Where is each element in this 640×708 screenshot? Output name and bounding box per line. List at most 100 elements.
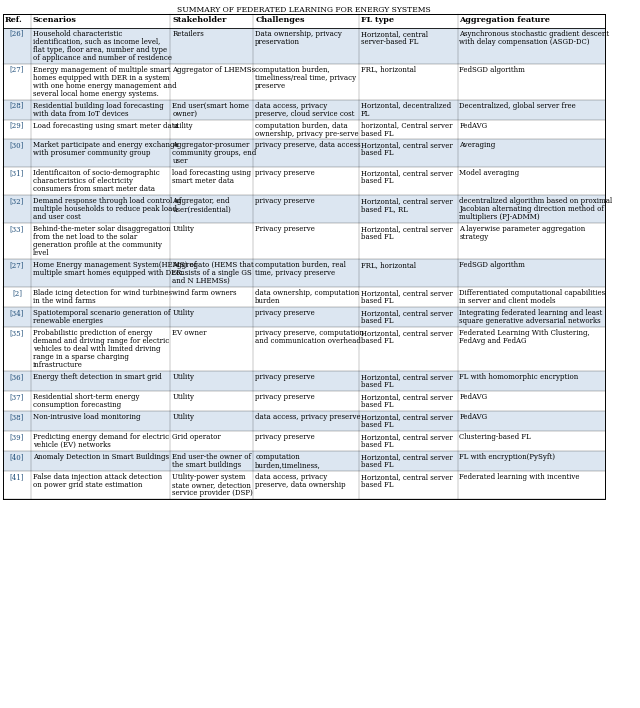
Text: Utility: Utility (172, 309, 195, 317)
Bar (3, 327, 605, 371)
Text: in server and client models: in server and client models (460, 297, 556, 305)
Text: vehicle (EV) networks: vehicle (EV) networks (33, 441, 111, 449)
Text: smart meter data: smart meter data (172, 178, 234, 185)
Text: Decentralized, global server free: Decentralized, global server free (460, 101, 576, 110)
Text: server-based FL: server-based FL (360, 38, 418, 45)
Text: Horizontal, central server: Horizontal, central server (360, 329, 452, 337)
Bar (3, 224, 605, 259)
Text: based FL: based FL (360, 441, 393, 449)
Text: infrastructure: infrastructure (33, 361, 83, 369)
Bar (3, 28, 605, 64)
Bar (3, 259, 605, 287)
Text: Identificaiton of socio-demographic: Identificaiton of socio-demographic (33, 169, 160, 178)
Text: decentralized algorithm based on proximal: decentralized algorithm based on proxima… (460, 198, 612, 205)
Text: data ownership, computation: data ownership, computation (255, 290, 360, 297)
Text: Aggregator of LHEMSs: Aggregator of LHEMSs (172, 66, 255, 74)
Text: preserve: preserve (255, 81, 286, 90)
Text: [26]: [26] (10, 30, 24, 38)
Text: Home Energy management System(HEMS) of: Home Energy management System(HEMS) of (33, 261, 196, 269)
Text: multiple households to reduce peak load: multiple households to reduce peak load (33, 205, 177, 213)
Text: strategy: strategy (460, 234, 489, 241)
Text: Federated Learning With Clustering,: Federated Learning With Clustering, (460, 329, 590, 337)
Text: Horizontal, central server: Horizontal, central server (360, 142, 452, 149)
Text: Non-intrusive load monitoring: Non-intrusive load monitoring (33, 413, 141, 421)
Text: Residential short-term energy: Residential short-term energy (33, 393, 140, 401)
Text: FL type: FL type (360, 16, 394, 24)
Text: Aggregato (HEMS that: Aggregato (HEMS that (172, 261, 254, 269)
Text: Data ownership, privacy: Data ownership, privacy (255, 30, 342, 38)
Text: based FL: based FL (360, 461, 393, 469)
Text: FedAVG: FedAVG (460, 122, 488, 130)
Text: Clustering-based FL: Clustering-based FL (460, 433, 531, 441)
Text: data access, privacy: data access, privacy (255, 101, 328, 110)
Text: computation burden, real: computation burden, real (255, 261, 346, 269)
Bar (3, 411, 605, 431)
Text: [36]: [36] (10, 373, 24, 381)
Text: utility: utility (172, 122, 193, 130)
Text: Asynchronous stochastic gradient descent: Asynchronous stochastic gradient descent (460, 30, 609, 38)
Text: vehicles to deal with limited driving: vehicles to deal with limited driving (33, 346, 161, 353)
Text: load forecasting using: load forecasting using (172, 169, 252, 178)
Text: several local home energy systems.: several local home energy systems. (33, 90, 159, 98)
Text: FedSGD algorithm: FedSGD algorithm (460, 66, 525, 74)
Text: service provider (DSP): service provider (DSP) (172, 489, 253, 497)
Text: [32]: [32] (10, 198, 24, 205)
Text: preserve, cloud service cost: preserve, cloud service cost (255, 110, 355, 118)
Text: based FL: based FL (360, 149, 393, 157)
Text: preserve, data ownership: preserve, data ownership (255, 481, 346, 489)
Text: Aggregation feature: Aggregation feature (460, 16, 550, 24)
Text: privacy preserve, data access: privacy preserve, data access (255, 142, 361, 149)
Text: characteristics of electricity: characteristics of electricity (33, 178, 133, 185)
Bar (3, 391, 605, 411)
Text: based FL: based FL (360, 381, 393, 389)
Bar (3, 64, 605, 100)
Text: burden: burden (255, 297, 281, 305)
Text: user(residential): user(residential) (172, 205, 231, 213)
Text: [40]: [40] (10, 453, 24, 461)
Text: Residential building load forecasting: Residential building load forecasting (33, 101, 164, 110)
Text: [35]: [35] (10, 329, 24, 337)
Text: [39]: [39] (10, 433, 24, 441)
Text: privacy preserve: privacy preserve (255, 433, 315, 441)
Text: ownership, privacy pre-serve: ownership, privacy pre-serve (255, 130, 359, 137)
Text: based FL: based FL (360, 234, 393, 241)
Text: Horizontal, central server: Horizontal, central server (360, 413, 452, 421)
Text: Utility: Utility (172, 225, 195, 234)
Text: with one home energy management and: with one home energy management and (33, 81, 177, 90)
Text: demand and driving range for electric: demand and driving range for electric (33, 337, 169, 346)
Text: End user(smart home: End user(smart home (172, 101, 250, 110)
Text: data access, privacy preserve: data access, privacy preserve (255, 413, 361, 421)
Text: False data injection attack detection: False data injection attack detection (33, 473, 162, 481)
Text: Challenges: Challenges (255, 16, 305, 24)
Text: [38]: [38] (10, 413, 24, 421)
Text: Behind-the-meter solar disaggregation: Behind-the-meter solar disaggregation (33, 225, 171, 234)
Text: [37]: [37] (10, 393, 24, 401)
Text: privacy preserve: privacy preserve (255, 373, 315, 381)
Text: FL with homomorphic encryption: FL with homomorphic encryption (460, 373, 579, 381)
Text: timeliness/real time, privacy: timeliness/real time, privacy (255, 74, 356, 81)
Text: privacy preserve: privacy preserve (255, 309, 315, 317)
Text: Ref.: Ref. (4, 16, 22, 24)
Bar (3, 431, 605, 451)
Text: FedAVG: FedAVG (460, 393, 488, 401)
Text: consists of a single GS: consists of a single GS (172, 269, 252, 278)
Bar (3, 120, 605, 139)
Text: user: user (172, 157, 188, 166)
Text: consumption forecasting: consumption forecasting (33, 401, 121, 409)
Text: Horizontal, central server: Horizontal, central server (360, 198, 452, 205)
Text: and N LHEMSs): and N LHEMSs) (172, 278, 230, 285)
Text: based FL: based FL (360, 421, 393, 429)
Bar (3, 371, 605, 391)
Text: FedAvg and FedAG: FedAvg and FedAG (460, 337, 527, 346)
Text: the smart buildings: the smart buildings (172, 461, 241, 469)
Text: flat type, floor area, number and type: flat type, floor area, number and type (33, 45, 167, 54)
Text: [29]: [29] (10, 122, 24, 130)
Text: Load forecasting using smart meter data: Load forecasting using smart meter data (33, 122, 179, 130)
Text: Energy management of multiple smart: Energy management of multiple smart (33, 66, 171, 74)
Text: Utility: Utility (172, 413, 195, 421)
Text: Horizontal, central server: Horizontal, central server (360, 433, 452, 441)
Text: from the net load to the solar: from the net load to the solar (33, 234, 137, 241)
Text: privacy preserve: privacy preserve (255, 198, 315, 205)
Text: privacy preserve, computation: privacy preserve, computation (255, 329, 364, 337)
Text: Aggregator, end: Aggregator, end (172, 198, 230, 205)
